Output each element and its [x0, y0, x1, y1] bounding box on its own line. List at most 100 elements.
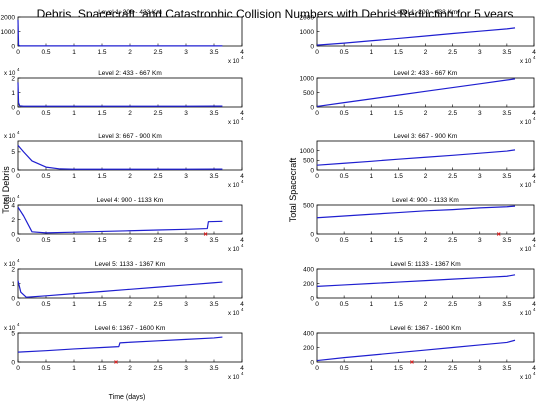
subplot-right-level-6: Level 6: 1367 - 1600 Km 0 0.5 1 1.5 2 2.5 3 3.5 4… [303, 325, 536, 381]
x-tick-label: 2.5 [153, 237, 162, 244]
x-tick-label: 1 [72, 110, 76, 117]
x-tick-label: 1 [369, 301, 373, 308]
x-exponent-label: x 10 [520, 311, 532, 317]
x-tick-label: 1.5 [394, 301, 403, 308]
x-tick-label: 3.5 [502, 301, 511, 308]
x-tick-label: 3 [478, 237, 482, 244]
y-tick-label: 1000 [1, 29, 16, 36]
right-y-axis-label: Total Spacecraft [288, 157, 298, 222]
x-tick-label: 2.5 [448, 365, 457, 372]
axes-box [17, 204, 243, 235]
x-tick-label: 3.5 [209, 365, 218, 372]
axes-box [17, 77, 243, 108]
subplot-right-level-3: Level 3: 667 - 900 Km 0 0.5 1 1.5 2 2.5 3 3.5 4x … [300, 133, 537, 189]
x-exponent-label: x 10 [228, 120, 240, 126]
x-tick-label: 3 [478, 110, 482, 117]
collision-marker [410, 360, 414, 364]
x-exponent-sup: 4 [533, 243, 536, 248]
axes-box [316, 140, 535, 171]
x-tick-label: 2.5 [448, 173, 457, 180]
axes-box [17, 332, 243, 363]
x-tick-label: 3.5 [502, 110, 511, 117]
y-tick-label: 400 [303, 330, 314, 337]
x-tick-label: 0 [315, 301, 319, 308]
y-tick-label: 0 [310, 167, 314, 174]
left-y-axis-label: Total Debris [1, 166, 11, 214]
x-tick-label: 0 [16, 110, 20, 117]
x-tick-label: 3 [184, 237, 188, 244]
series-line [316, 205, 516, 219]
x-exponent-sup: 4 [241, 243, 244, 248]
y-exponent-label: x 10 [4, 326, 16, 332]
subplot-title: Level 6: 1367 - 1600 Km [95, 325, 166, 332]
x-tick-label: 1.5 [394, 237, 403, 244]
y-exponent-sup: 4 [17, 194, 20, 199]
x-tick-label: 2.5 [153, 365, 162, 372]
x-tick-label: 2.5 [153, 301, 162, 308]
x-tick-label: 2.5 [153, 110, 162, 117]
x-tick-label: 0.5 [41, 49, 50, 56]
subplot-left-level-2: Level 2: 433 - 667 Km0 0.5 1 1.5 2 2.5 3 3.5 4x … [4, 67, 244, 126]
series-line [316, 274, 516, 287]
x-tick-label: 2 [424, 110, 428, 117]
x-tick-label: 4 [240, 49, 244, 56]
x-tick-label: 2 [128, 173, 132, 180]
x-exponent-sup: 4 [241, 55, 244, 60]
subplot-right-level-5: Level 5: 1133 - 1367 Km 0 0.5 1 1.5 2 2.5 3 3.5 4… [303, 261, 536, 317]
subplot-left-level-3: Level 3: 667 - 900 Km0 0.5 1 1.5 2 2.5 3 3.5 4x … [4, 130, 244, 189]
y-exponent-sup: 4 [17, 67, 20, 72]
x-tick-label: 2 [128, 49, 132, 56]
x-tick-label: 2.5 [448, 237, 457, 244]
subplot-title: Level 2: 433 - 667 Km [394, 70, 458, 77]
left-x-axis-label: Time (days) [109, 394, 146, 401]
x-tick-label: 0 [16, 365, 20, 372]
x-tick-label: 3.5 [209, 49, 218, 56]
x-tick-label: 3 [478, 365, 482, 372]
y-tick-label: 2 [11, 75, 15, 82]
x-tick-label: 0 [16, 173, 20, 180]
y-tick-label: 1000 [300, 148, 315, 155]
x-tick-label: 0.5 [340, 173, 349, 180]
x-tick-label: 3 [184, 49, 188, 56]
x-exponent-label: x 10 [228, 59, 240, 65]
x-tick-label: 0.5 [340, 301, 349, 308]
subplot-title: Level 2: 433 - 667 Km [98, 70, 162, 77]
y-tick-label: 500 [303, 158, 314, 165]
subplot-title: Level 6: 1367 - 1600 Km [390, 325, 461, 332]
x-tick-label: 4 [532, 237, 536, 244]
x-tick-label: 2 [424, 365, 428, 372]
x-tick-label: 2 [128, 365, 132, 372]
x-tick-label: 0 [315, 365, 319, 372]
subplot-title: Level 5: 1133 - 1367 Km [390, 261, 460, 268]
subplot-left-level-4: Level 4: 900 - 1133 Km0 0.5 1 1.5 2 2.5 3 3.5 4x… [4, 194, 244, 253]
x-tick-label: 1.5 [394, 365, 403, 372]
x-tick-label: 2 [424, 173, 428, 180]
x-tick-label: 4 [532, 365, 536, 372]
x-tick-label: 3.5 [502, 49, 511, 56]
y-tick-label: 0 [310, 231, 314, 238]
y-tick-label: 400 [303, 266, 314, 273]
collision-marker [496, 232, 501, 236]
x-tick-label: 3.5 [209, 110, 218, 117]
x-tick-label: 2 [424, 49, 428, 56]
x-tick-label: 0 [16, 49, 20, 56]
subplot-right-level-2: Level 2: 433 - 667 Km 0 0.5 1 1.5 2 2.5 3 3.5 4x … [300, 70, 537, 126]
y-tick-label: 5 [11, 149, 15, 156]
series-line [17, 19, 223, 47]
x-tick-label: 1.5 [97, 301, 106, 308]
y-tick-label: 0 [310, 359, 314, 366]
x-tick-label: 1.5 [394, 173, 403, 180]
x-tick-label: 3 [478, 49, 482, 56]
x-exponent-sup: 4 [241, 371, 244, 376]
y-tick-label: 0 [11, 231, 15, 238]
x-tick-label: 4 [532, 301, 536, 308]
x-exponent-sup: 4 [241, 307, 244, 312]
axes-box [316, 77, 535, 108]
x-tick-label: 4 [240, 365, 244, 372]
x-tick-label: 3.5 [209, 301, 218, 308]
y-exponent-label: x 10 [4, 262, 16, 268]
axes-box [316, 16, 535, 47]
x-tick-label: 1.5 [97, 237, 106, 244]
x-tick-label: 0 [315, 49, 319, 56]
y-tick-label: 200 [303, 345, 314, 352]
